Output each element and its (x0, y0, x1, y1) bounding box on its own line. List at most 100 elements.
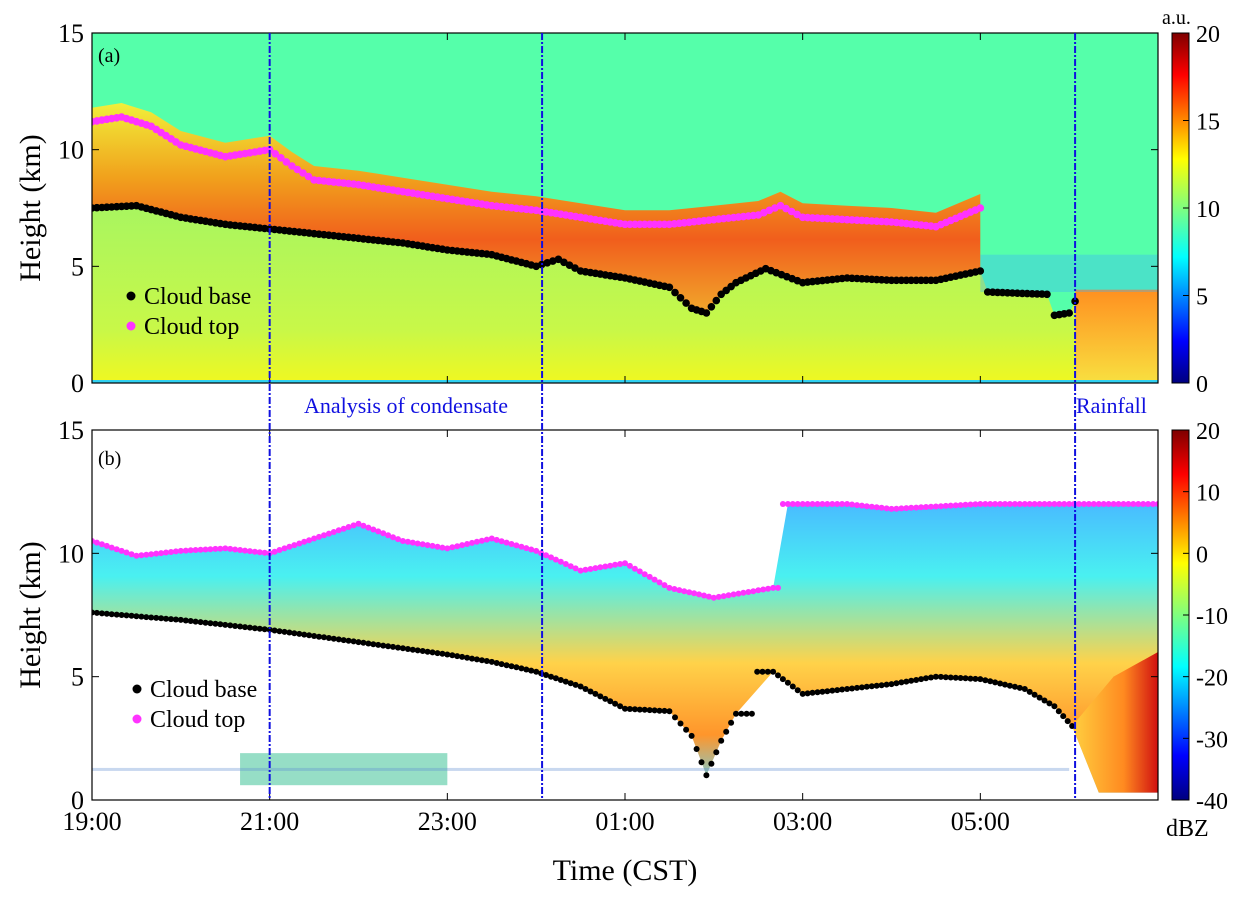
colorbar-b-unit: dBZ (1166, 816, 1209, 842)
cloud-top-point (947, 502, 954, 509)
cloud-top-point (794, 501, 801, 507)
cloud-base-point (414, 647, 421, 654)
colorbar-tick-label: 5 (1196, 285, 1208, 311)
cloud-top-point (809, 501, 816, 507)
cloud-top-point (143, 551, 150, 558)
cloud-base-point (571, 264, 579, 272)
cloud-base-point (212, 620, 219, 627)
cloud-top-point (1036, 501, 1043, 507)
cloud-base-point (444, 651, 451, 658)
x-tick-label: 23:00 (418, 807, 477, 836)
y-tick-label: 10 (58, 539, 84, 568)
y-tick-label: 0 (71, 786, 84, 815)
cloud-top-point (681, 588, 688, 595)
cloud-top-point (365, 524, 372, 531)
cloud-base-point (168, 616, 174, 623)
cloud-base-point (707, 303, 716, 311)
cloud-top-point (163, 549, 169, 556)
cloud-base-point (903, 678, 910, 685)
cloud-top-point (597, 564, 604, 571)
cloud-top-point (745, 589, 752, 595)
cloud-base-point (449, 652, 456, 659)
cloud-top-point (419, 541, 426, 548)
cloud-top-point (237, 547, 244, 553)
cloud-base-point (464, 654, 471, 661)
cloud-top-point (849, 501, 855, 508)
cloud-base-point (385, 643, 392, 650)
cloud-top-point (395, 536, 401, 543)
cloud-base-point (626, 706, 633, 712)
cloud-base-point (942, 674, 949, 681)
legend-b-cloud-base: Cloud base (150, 677, 257, 703)
cloud-top-point (942, 502, 949, 509)
cloud-base-point (868, 683, 875, 690)
legend-b-cloud-top: Cloud top (150, 707, 245, 733)
cloud-top-point (1006, 501, 1013, 507)
cloud-base-point (345, 637, 352, 644)
cloud-base-point (113, 611, 120, 618)
cloud-base-point (1021, 686, 1028, 692)
cloud-top-point (464, 541, 471, 547)
cloud-top-point (434, 543, 441, 550)
legend-a-cloud-top: Cloud top (144, 314, 239, 340)
cloud-top-point (582, 566, 589, 573)
x-tick-label: 21:00 (240, 807, 299, 836)
cloud-top-point (903, 505, 910, 512)
cloud-top-point (878, 504, 885, 511)
y-tick-label: 0 (71, 369, 84, 398)
cloud-top-point (977, 501, 984, 507)
cloud-base-point (390, 643, 396, 650)
cloud-top-point (893, 505, 900, 512)
cloud-top-point (868, 503, 875, 510)
cloud-base-point (469, 655, 475, 662)
cloud-base-point (454, 653, 461, 660)
cloud-top-point (1041, 501, 1048, 507)
cloud-top-point (390, 534, 396, 541)
cloud-base-point (552, 675, 559, 682)
cloud-top-point (883, 505, 890, 512)
cloud-top-point (543, 552, 549, 559)
cloud-top-point (488, 535, 495, 542)
cloud-base-point (844, 686, 851, 692)
cloud-top-point (473, 538, 480, 545)
cloud-top-point (834, 501, 841, 507)
cloud-base-point (143, 614, 150, 621)
cloud-top-point (288, 162, 296, 170)
legend-a-base-marker (126, 291, 136, 301)
cloud-top-point (1081, 501, 1087, 507)
cloud-top-point (304, 172, 313, 181)
cloud-base-point (419, 648, 426, 654)
annotation-condensate: Analysis of condensate (304, 393, 508, 418)
cloud-top-point (1105, 501, 1112, 507)
cloud-top-point (793, 210, 801, 219)
cloud-base-point (858, 684, 865, 691)
cloud-top-point (671, 586, 678, 592)
cloud-base-point (459, 653, 466, 660)
cloud-top-point (552, 556, 559, 563)
cloud-top-point (153, 550, 160, 557)
panel-b-label: (b) (98, 448, 121, 470)
cloud-base-point (997, 680, 1004, 687)
cloud-base-point (291, 630, 298, 637)
cloud-top-point (123, 549, 130, 556)
cloud-base-point (992, 679, 999, 686)
cloud-top-point (533, 547, 540, 554)
cloud-top-point (202, 546, 209, 553)
cloud-top-point (789, 501, 796, 507)
cloud-top-point (1110, 501, 1117, 507)
colorbar-tick-label: -30 (1196, 727, 1228, 753)
cloud-base-point (227, 622, 234, 629)
cloud-base-point (952, 674, 959, 681)
cloud-base-point (878, 682, 885, 689)
cloud-top-point (291, 542, 298, 549)
cloud-base-point (834, 687, 841, 694)
cloud-top-point (439, 544, 446, 551)
cloud-base-point (688, 732, 695, 739)
colorbar-tick-label: 15 (1196, 110, 1220, 136)
cloud-top-point (498, 538, 505, 545)
cloud-base-point (301, 631, 308, 638)
cloud-top-point (992, 501, 999, 507)
cloud-top-point (701, 592, 707, 599)
cloud-base-point (799, 690, 806, 697)
cloud-top-point (686, 589, 693, 596)
